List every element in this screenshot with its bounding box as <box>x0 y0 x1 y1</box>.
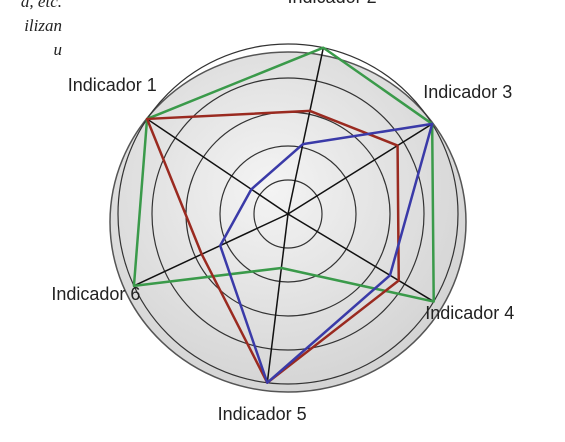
grid-ring <box>219 145 357 283</box>
grid-ring <box>117 43 459 385</box>
axis-label: Indicador 5 <box>217 404 307 425</box>
axis-label: Indicador 3 <box>423 81 513 102</box>
series-line <box>218 122 434 384</box>
axis-label: Indicador 6 <box>51 283 141 304</box>
radar-background <box>109 51 467 393</box>
grid-ring <box>253 179 323 249</box>
axis-label: Indicador 1 <box>67 75 157 96</box>
text-fragment: u <box>53 40 63 59</box>
axis-line <box>287 47 325 215</box>
axis-label: Indicador 4 <box>425 303 515 324</box>
axis-line <box>133 213 289 287</box>
series-line <box>132 46 435 303</box>
axis-line <box>287 123 433 215</box>
text-fragment: ilizan <box>24 16 62 35</box>
axis-line <box>287 213 435 303</box>
axis-label: Indicador 2 <box>287 0 377 7</box>
series-line <box>145 109 400 384</box>
axis-line <box>266 213 289 383</box>
grid-ring <box>151 77 425 351</box>
text-fragment: a, etc. <box>20 0 62 11</box>
axis-line <box>146 118 289 215</box>
